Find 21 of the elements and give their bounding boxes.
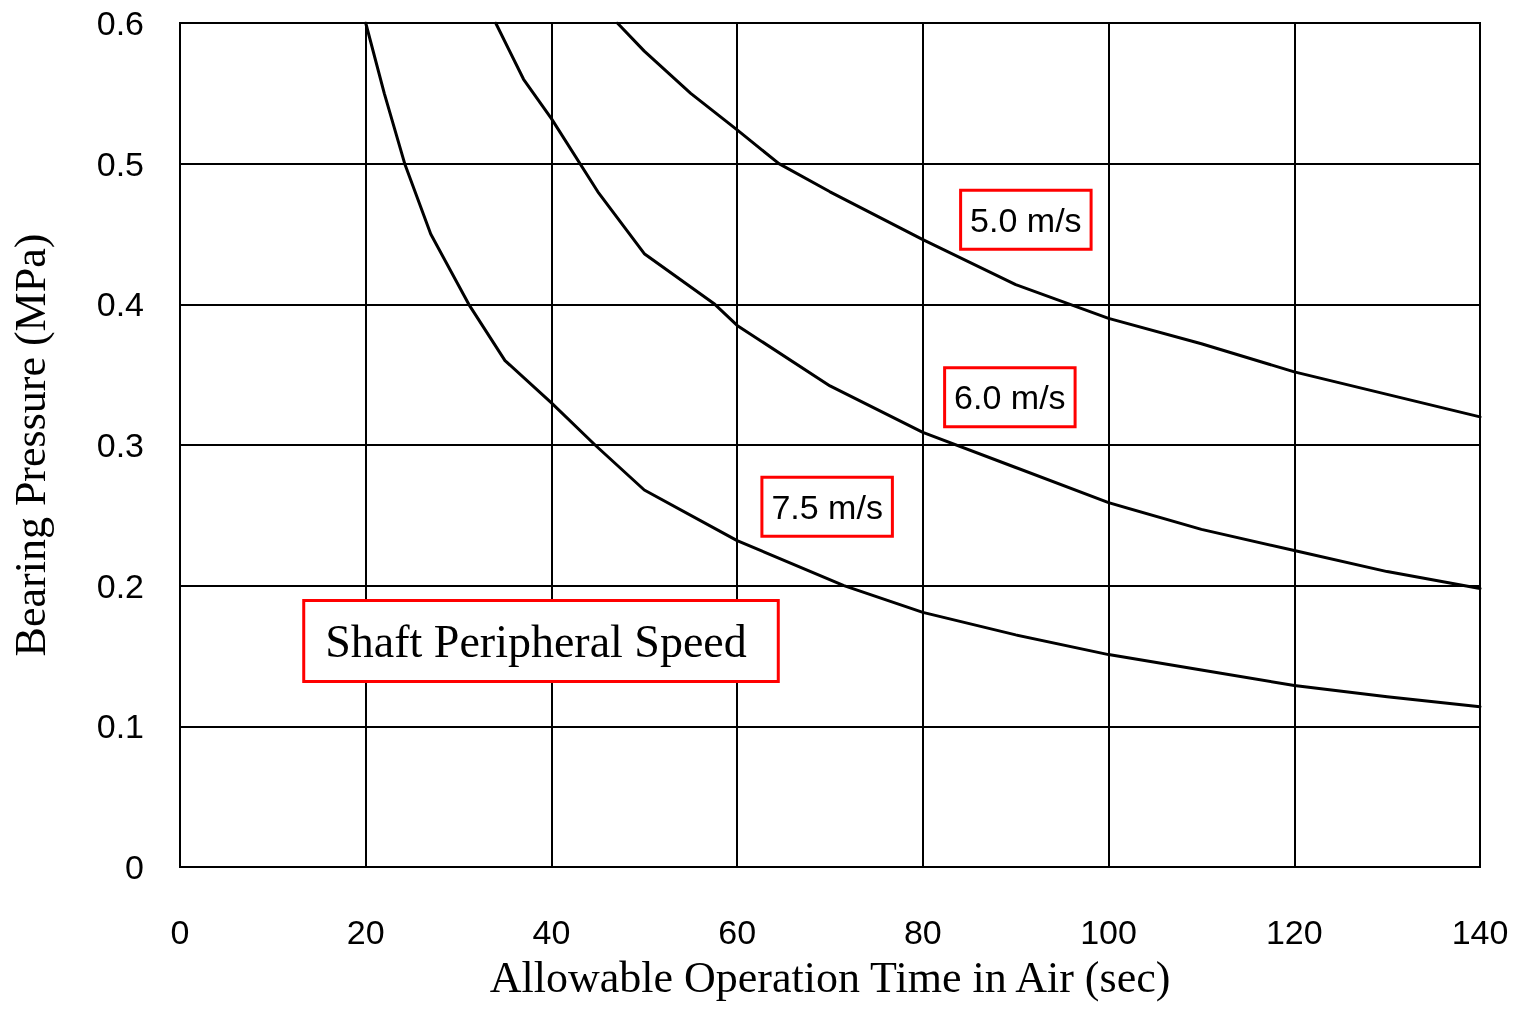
- x-tick-label: 0: [170, 913, 190, 951]
- x-tick-label: 140: [1451, 913, 1509, 951]
- y-tick-label: 0.4: [96, 285, 144, 324]
- x-tick-label: 120: [1265, 913, 1323, 951]
- x-tick-label: 60: [718, 913, 757, 951]
- y-axis-title: Bearing Pressure (MPa): [5, 233, 55, 657]
- y-tick-label: 0.2: [96, 566, 144, 605]
- y-tick-label: 0.3: [96, 426, 144, 464]
- y-tick-label: 0: [125, 848, 144, 886]
- y-tick-label: 0.1: [96, 707, 144, 746]
- y-tick-label: 0.5: [96, 144, 144, 183]
- y-tick-label: 0.6: [96, 4, 144, 42]
- x-axis-title: Allowable Operation Time in Air (sec): [489, 952, 1171, 1002]
- x-tick-label: 80: [903, 913, 942, 951]
- series-label: 6.0 m/s: [954, 378, 1066, 417]
- series-label: 7.5 m/s: [771, 487, 883, 526]
- series-label: 5.0 m/s: [970, 200, 1082, 239]
- x-tick-label: 100: [1080, 913, 1137, 951]
- x-tick-label: 40: [532, 913, 571, 951]
- x-tick-label: 20: [346, 913, 385, 951]
- annotation: Shaft Peripheral Speed: [325, 615, 747, 667]
